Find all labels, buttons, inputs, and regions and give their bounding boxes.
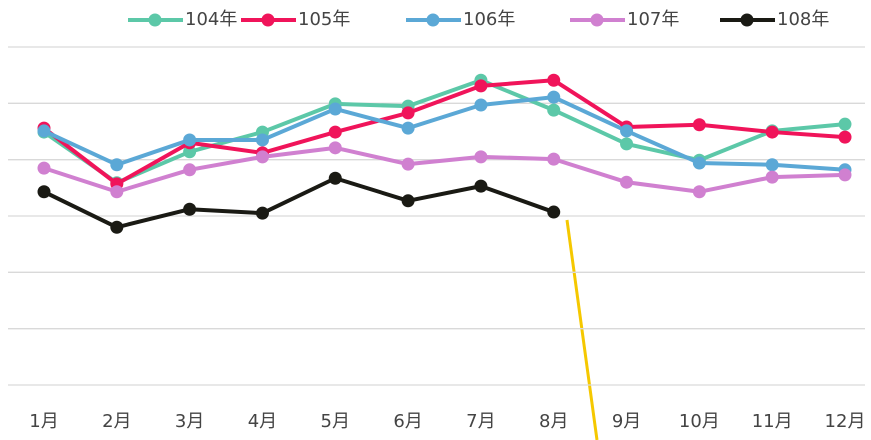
- data-point: [547, 73, 561, 87]
- legend-label: 108年: [777, 9, 829, 30]
- series-line: [42, 78, 846, 185]
- data-point: [765, 125, 779, 139]
- series-line: [43, 95, 846, 172]
- x-tick-label: 10月: [679, 411, 720, 432]
- data-point: [692, 118, 706, 132]
- data-point: [838, 130, 852, 144]
- x-tick-label: 7月: [466, 411, 495, 432]
- data-point: [474, 150, 488, 164]
- data-point: [401, 157, 415, 171]
- x-tick-label: 5月: [321, 411, 350, 432]
- data-point: [328, 125, 342, 139]
- series-line: [42, 78, 846, 186]
- data-point: [838, 117, 852, 131]
- legend-label: 107年: [627, 9, 679, 30]
- x-tick-label: 12月: [825, 411, 866, 432]
- data-point: [547, 205, 561, 219]
- x-tick-label: 9月: [612, 411, 641, 432]
- data-point: [765, 170, 779, 184]
- x-tick-label: 3月: [175, 411, 204, 432]
- data-point: [547, 90, 561, 104]
- data-point: [401, 194, 415, 208]
- x-tick-label: 4月: [248, 411, 277, 432]
- data-point: [328, 171, 342, 185]
- x-tick-label: 2月: [102, 411, 131, 432]
- data-point: [328, 102, 342, 116]
- data-point: [110, 185, 124, 199]
- data-point: [37, 185, 51, 199]
- data-point: [547, 103, 561, 117]
- data-point: [474, 79, 488, 93]
- data-point: [765, 158, 779, 172]
- data-point: [474, 98, 488, 112]
- x-tick-label: 8月: [539, 411, 568, 432]
- legend-label: 105年: [298, 9, 350, 30]
- x-tick-label: 6月: [393, 411, 422, 432]
- data-point: [37, 124, 51, 138]
- series-line: [43, 145, 846, 194]
- data-point: [183, 133, 197, 147]
- data-point: [183, 145, 197, 159]
- data-point: [401, 106, 415, 120]
- data-point: [328, 141, 342, 155]
- data-point: [401, 121, 415, 135]
- data-point: [255, 150, 269, 164]
- legend-swatch: [426, 13, 440, 27]
- data-point: [110, 220, 124, 234]
- data-point: [620, 124, 634, 138]
- legend-swatch: [261, 13, 275, 27]
- data-point: [692, 185, 706, 199]
- legend-label: 106年: [463, 9, 515, 30]
- data-point: [37, 161, 51, 175]
- data-point: [620, 175, 634, 189]
- series-line: [43, 176, 555, 230]
- x-tick-label: 1月: [29, 411, 58, 432]
- legend-swatch: [590, 13, 604, 27]
- data-point: [183, 202, 197, 216]
- legend-label: 104年: [185, 9, 237, 30]
- x-tick-label: 11月: [752, 411, 793, 432]
- data-point: [620, 137, 634, 151]
- legend-swatch: [148, 13, 162, 27]
- data-point: [547, 152, 561, 166]
- data-point: [692, 156, 706, 170]
- legend-swatch: [740, 13, 754, 27]
- data-point: [255, 206, 269, 220]
- data-point: [110, 158, 124, 172]
- annotation-pointer: [565, 219, 599, 440]
- data-point: [838, 168, 852, 182]
- data-point: [183, 163, 197, 177]
- data-point: [474, 179, 488, 193]
- data-point: [255, 133, 269, 147]
